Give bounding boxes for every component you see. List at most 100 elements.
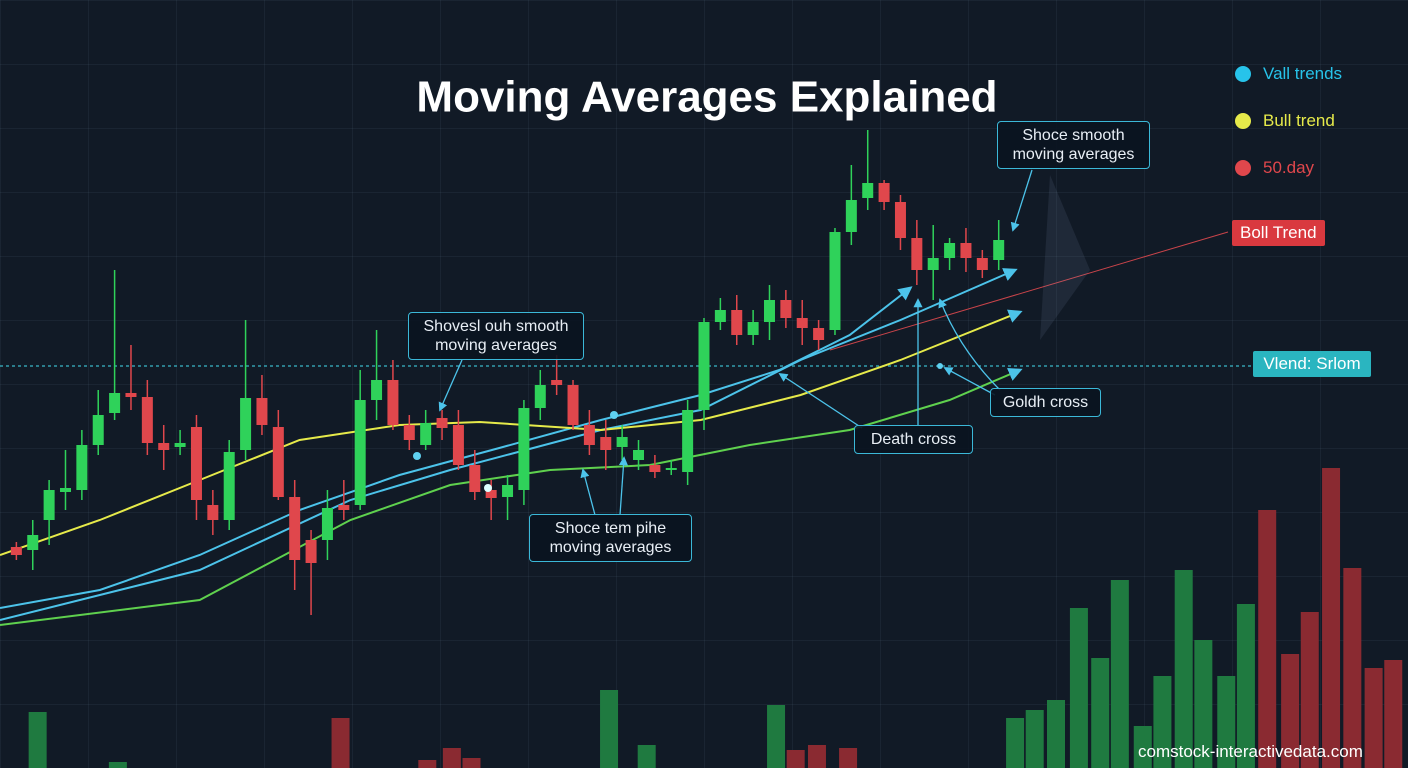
candle-body <box>878 183 890 202</box>
moving-average-line <box>0 309 1023 556</box>
volume-bar <box>807 745 826 768</box>
callout-arrows <box>438 169 1033 516</box>
candle-body <box>109 393 121 413</box>
candle-body <box>190 427 202 500</box>
candle-body <box>338 505 350 510</box>
candle-body <box>633 450 645 460</box>
candle-body <box>223 452 235 520</box>
volume-bar <box>1384 660 1403 768</box>
shadow-shape <box>1040 175 1090 340</box>
source: comstock-interactivedata.com <box>1138 742 1363 761</box>
volume-bar <box>1258 510 1277 768</box>
candle-body <box>354 400 366 505</box>
volume-bar <box>1300 612 1319 768</box>
candle-body <box>518 408 530 490</box>
candle-body <box>600 437 612 450</box>
candle-body <box>960 243 972 258</box>
callout: Shoce smooth moving averages <box>997 121 1150 169</box>
lines-layer <box>0 268 1023 626</box>
candle-body <box>813 328 825 340</box>
candle-body <box>698 322 710 410</box>
volume-bar <box>1133 726 1152 768</box>
candle-body <box>993 240 1005 260</box>
volume-bar <box>1025 710 1044 768</box>
candle-body <box>92 415 104 445</box>
marker-dot <box>610 411 618 419</box>
candle-body <box>469 465 481 492</box>
candle-body <box>583 425 595 445</box>
candle-body <box>485 490 497 498</box>
volume-bar <box>839 748 858 768</box>
callout: Death cross <box>854 425 973 454</box>
legend-marker <box>1235 160 1251 176</box>
volume-bar <box>1091 658 1110 768</box>
callout: Goldh cross <box>990 388 1101 417</box>
candle-body <box>371 380 383 400</box>
candle-body <box>682 410 694 472</box>
candle-body <box>43 490 55 520</box>
candle-body <box>256 398 268 425</box>
candle-body <box>862 183 874 198</box>
candle-body <box>452 425 464 465</box>
volume-bar <box>1153 676 1172 768</box>
volume-bar <box>1217 676 1236 768</box>
legend-label: 50.day <box>1263 158 1315 177</box>
candle-body <box>207 505 219 520</box>
candle-body <box>845 200 857 232</box>
candle-body <box>763 300 775 322</box>
candle-body <box>174 443 186 447</box>
candle-body <box>10 547 22 555</box>
callout: Shovesl ouh smooth moving averages <box>408 312 584 360</box>
volume-bar <box>1322 468 1341 768</box>
candle-body <box>944 243 956 258</box>
candle-body <box>780 300 792 318</box>
candle-body <box>27 535 39 550</box>
candle-body <box>747 322 759 335</box>
candle-body <box>534 385 546 408</box>
candle-body <box>502 485 514 497</box>
candle-body <box>59 488 71 492</box>
volume-bar <box>442 748 461 768</box>
candle-body <box>665 468 677 470</box>
volume-bar <box>637 745 656 768</box>
candle-body <box>141 397 153 443</box>
legend-label: Vall trends <box>1263 64 1343 83</box>
trend-line <box>829 231 1229 351</box>
volume-bar <box>331 718 350 768</box>
candle-body <box>240 398 252 450</box>
arrow <box>618 456 629 516</box>
candle-body <box>911 238 923 270</box>
volume-bar <box>1236 604 1255 768</box>
candle-body <box>403 425 415 440</box>
candle-body <box>305 540 317 563</box>
candle-body <box>567 385 579 425</box>
volume-bar <box>1110 580 1129 768</box>
candle-body <box>714 310 726 322</box>
candle-body <box>272 427 284 497</box>
candle-body <box>125 393 137 397</box>
candle-body <box>551 380 563 385</box>
candle-body <box>158 443 170 450</box>
legend-marker <box>1235 113 1251 129</box>
callout: Shoce tem pihe moving averages <box>529 514 692 562</box>
volume-bar <box>1281 654 1300 768</box>
chart-title: Moving Averages Explained <box>416 73 997 122</box>
arrow <box>943 367 996 396</box>
volume-bar <box>786 750 805 768</box>
candle-body <box>387 380 399 425</box>
markers <box>413 363 943 492</box>
volume-layer <box>28 468 1403 768</box>
candle-body <box>420 423 432 445</box>
arrow <box>938 298 1001 391</box>
volume-bar <box>28 712 47 768</box>
candle-body <box>76 445 88 490</box>
candle-body <box>829 232 841 330</box>
candle-body <box>796 318 808 328</box>
arrow <box>580 468 596 516</box>
candle-body <box>976 258 988 270</box>
volume-bar <box>600 690 619 768</box>
volume-bar <box>1364 668 1383 768</box>
volume-bar <box>1343 568 1362 768</box>
volume-bar <box>1174 570 1193 768</box>
candle-body <box>731 310 743 335</box>
